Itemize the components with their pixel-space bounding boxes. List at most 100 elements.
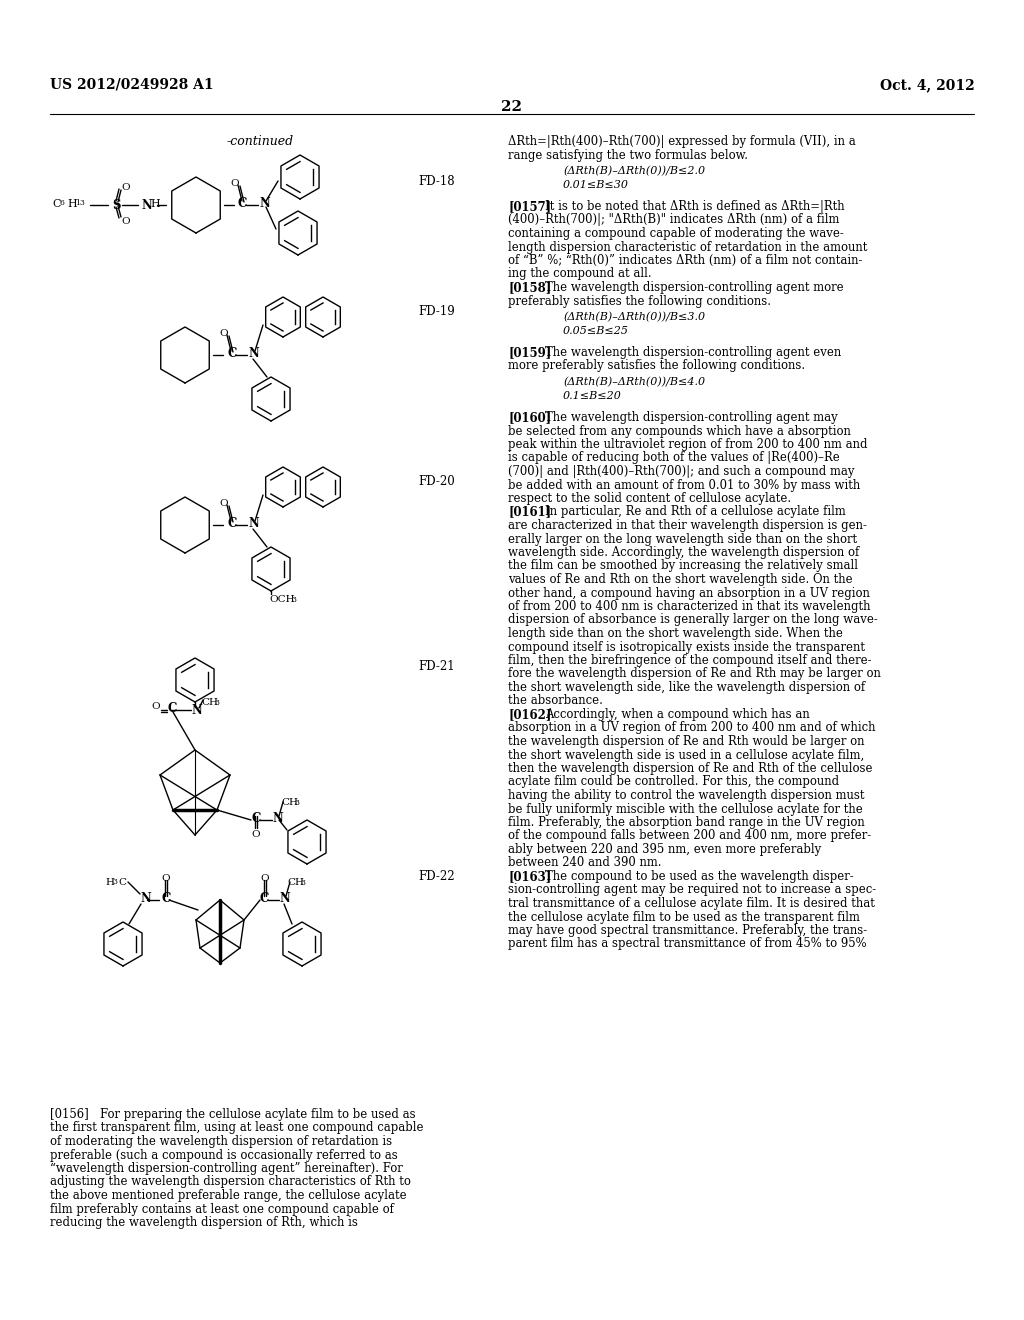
Text: containing a compound capable of moderating the wave-: containing a compound capable of moderat…	[508, 227, 844, 240]
Text: O: O	[161, 874, 170, 883]
Text: other hand, a compound having an absorption in a UV region: other hand, a compound having an absorpt…	[508, 586, 869, 599]
Text: film. Preferably, the absorption band range in the UV region: film. Preferably, the absorption band ra…	[508, 816, 864, 829]
Text: 3: 3	[112, 878, 117, 886]
Text: N: N	[140, 892, 151, 906]
Text: absorption in a UV region of from 200 to 400 nm and of which: absorption in a UV region of from 200 to…	[508, 722, 876, 734]
Text: FD-19: FD-19	[418, 305, 455, 318]
Text: (400)–Rth(700)|; "ΔRth(B)" indicates ΔRth (nm) of a film: (400)–Rth(700)|; "ΔRth(B)" indicates ΔRt…	[508, 214, 840, 227]
Text: Accordingly, when a compound which has an: Accordingly, when a compound which has a…	[545, 708, 810, 721]
Text: acylate film could be controlled. For this, the compound: acylate film could be controlled. For th…	[508, 776, 839, 788]
Text: The compound to be used as the wavelength disper-: The compound to be used as the wavelengt…	[545, 870, 854, 883]
Text: N: N	[141, 199, 152, 213]
Text: [0162]: [0162]	[508, 708, 551, 721]
Text: C: C	[238, 197, 248, 210]
Text: 0.01≤B≤30: 0.01≤B≤30	[563, 180, 629, 190]
Text: of “B” %; “Rth(0)” indicates ΔRth (nm) of a film not contain-: of “B” %; “Rth(0)” indicates ΔRth (nm) o…	[508, 253, 862, 267]
Text: having the ability to control the wavelength dispersion must: having the ability to control the wavele…	[508, 789, 864, 803]
Text: O: O	[219, 329, 227, 338]
Text: H: H	[150, 199, 160, 209]
Text: adjusting the wavelength dispersion characteristics of Rth to: adjusting the wavelength dispersion char…	[50, 1176, 411, 1188]
Text: the film can be smoothed by increasing the relatively small: the film can be smoothed by increasing t…	[508, 560, 858, 573]
Text: respect to the solid content of cellulose acylate.: respect to the solid content of cellulos…	[508, 492, 792, 506]
Text: N: N	[259, 197, 269, 210]
Text: C: C	[161, 892, 170, 906]
Text: 3: 3	[214, 700, 219, 708]
Text: [0159]: [0159]	[508, 346, 551, 359]
Text: 13: 13	[75, 199, 85, 207]
Text: It is to be noted that ΔRth is defined as ΔRth=|Rth: It is to be noted that ΔRth is defined a…	[545, 201, 845, 213]
Text: preferable (such a compound is occasionally referred to as: preferable (such a compound is occasiona…	[50, 1148, 397, 1162]
Text: the absorbance.: the absorbance.	[508, 694, 603, 708]
Text: “wavelength dispersion-controlling agent” hereinafter). For: “wavelength dispersion-controlling agent…	[50, 1162, 402, 1175]
Text: the short wavelength side is used in a cellulose acylate film,: the short wavelength side is used in a c…	[508, 748, 864, 762]
Text: FD-18: FD-18	[418, 176, 455, 187]
Text: (700)| and |Rth(400)–Rth(700)|; and such a compound may: (700)| and |Rth(400)–Rth(700)|; and such…	[508, 465, 854, 478]
Text: H: H	[67, 199, 77, 209]
Text: 3: 3	[300, 879, 305, 887]
Text: N: N	[279, 892, 290, 906]
Text: C: C	[251, 812, 260, 825]
Text: CH: CH	[287, 878, 304, 887]
Text: N: N	[272, 812, 283, 825]
Text: O: O	[121, 216, 130, 226]
Text: preferably satisfies the following conditions.: preferably satisfies the following condi…	[508, 294, 771, 308]
Text: between 240 and 390 nm.: between 240 and 390 nm.	[508, 857, 662, 870]
Text: reducing the wavelength dispersion of Rth, which is: reducing the wavelength dispersion of Rt…	[50, 1216, 357, 1229]
Text: -continued: -continued	[226, 135, 294, 148]
Text: C: C	[167, 702, 176, 715]
Text: (ΔRth(B)–ΔRth(0))/B≤3.0: (ΔRth(B)–ΔRth(0))/B≤3.0	[563, 312, 706, 322]
Text: be added with an amount of from 0.01 to 30% by mass with: be added with an amount of from 0.01 to …	[508, 479, 860, 491]
Text: FD-22: FD-22	[418, 870, 455, 883]
Text: film preferably contains at least one compound capable of: film preferably contains at least one co…	[50, 1203, 394, 1216]
Text: [0156]   For preparing the cellulose acylate film to be used as: [0156] For preparing the cellulose acyla…	[50, 1107, 416, 1121]
Text: film, then the birefringence of the compound itself and there-: film, then the birefringence of the comp…	[508, 653, 871, 667]
Text: the cellulose acylate film to be used as the transparent film: the cellulose acylate film to be used as…	[508, 911, 860, 924]
Text: ably between 220 and 395 nm, even more preferably: ably between 220 and 395 nm, even more p…	[508, 843, 821, 855]
Text: In particular, Re and Rth of a cellulose acylate film: In particular, Re and Rth of a cellulose…	[545, 506, 846, 519]
Text: range satisfying the two formulas below.: range satisfying the two formulas below.	[508, 149, 748, 161]
Text: 0.1≤B≤20: 0.1≤B≤20	[563, 391, 622, 401]
Text: the first transparent film, using at least one compound capable: the first transparent film, using at lea…	[50, 1122, 424, 1134]
Text: C: C	[260, 892, 269, 906]
Text: 3: 3	[294, 799, 299, 807]
Text: 22: 22	[502, 100, 522, 114]
Text: OCH: OCH	[269, 595, 295, 605]
Text: the wavelength dispersion of Re and Rth would be larger on: the wavelength dispersion of Re and Rth …	[508, 735, 864, 748]
Text: [0158]: [0158]	[508, 281, 551, 294]
Text: O: O	[121, 183, 130, 191]
Text: The wavelength dispersion-controlling agent may: The wavelength dispersion-controlling ag…	[545, 411, 838, 424]
Text: S: S	[112, 199, 121, 213]
Text: CH: CH	[201, 698, 218, 708]
Text: The wavelength dispersion-controlling agent more: The wavelength dispersion-controlling ag…	[545, 281, 844, 294]
Text: O: O	[219, 499, 227, 508]
Text: US 2012/0249928 A1: US 2012/0249928 A1	[50, 78, 214, 92]
Text: FD-21: FD-21	[418, 660, 455, 673]
Text: of from 200 to 400 nm is characterized in that its wavelength: of from 200 to 400 nm is characterized i…	[508, 601, 870, 612]
Text: may have good spectral transmittance. Preferably, the trans-: may have good spectral transmittance. Pr…	[508, 924, 867, 937]
Text: tral transmittance of a cellulose acylate film. It is desired that: tral transmittance of a cellulose acylat…	[508, 898, 874, 909]
Text: Oct. 4, 2012: Oct. 4, 2012	[881, 78, 975, 92]
Text: are characterized in that their wavelength dispersion is gen-: are characterized in that their waveleng…	[508, 519, 867, 532]
Text: erally larger on the long wavelength side than on the short: erally larger on the long wavelength sid…	[508, 532, 857, 545]
Text: [0160]: [0160]	[508, 411, 551, 424]
Text: O: O	[230, 180, 239, 187]
Text: length side than on the short wavelength side. When the: length side than on the short wavelength…	[508, 627, 843, 640]
Text: N: N	[248, 347, 259, 360]
Text: CH: CH	[281, 799, 298, 807]
Text: C: C	[227, 517, 237, 531]
Text: be fully uniformly miscible with the cellulose acylate for the: be fully uniformly miscible with the cel…	[508, 803, 863, 816]
Text: H: H	[105, 878, 114, 887]
Text: C: C	[227, 347, 237, 360]
Text: FD-20: FD-20	[418, 475, 455, 488]
Text: O: O	[260, 874, 268, 883]
Text: values of Re and Rth on the short wavelength side. On the: values of Re and Rth on the short wavele…	[508, 573, 853, 586]
Text: C: C	[118, 878, 126, 887]
Text: of the compound falls between 200 and 400 nm, more prefer-: of the compound falls between 200 and 40…	[508, 829, 871, 842]
Text: [0161]: [0161]	[508, 506, 551, 519]
Text: (ΔRth(B)–ΔRth(0))/B≤4.0: (ΔRth(B)–ΔRth(0))/B≤4.0	[563, 378, 706, 387]
Text: O: O	[251, 830, 260, 840]
Text: peak within the ultraviolet region of from 200 to 400 nm and: peak within the ultraviolet region of fr…	[508, 438, 867, 451]
Text: be selected from any compounds which have a absorption: be selected from any compounds which hav…	[508, 425, 851, 437]
Text: (ΔRth(B)–ΔRth(0))/B≤2.0: (ΔRth(B)–ΔRth(0))/B≤2.0	[563, 166, 706, 177]
Text: [0157]: [0157]	[508, 201, 551, 213]
